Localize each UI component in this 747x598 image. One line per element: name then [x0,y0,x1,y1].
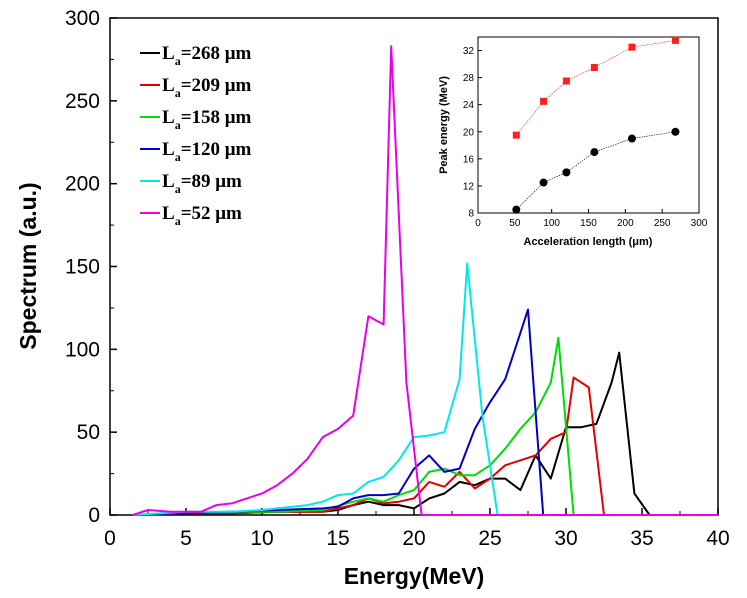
inset-y-tick-label: 12 [463,181,475,192]
inset-series [512,36,680,214]
inset-circle-point [627,134,636,143]
x-tick-label: 35 [630,527,653,550]
y-tick-label: 50 [77,421,100,444]
inset-y-tick-label: 16 [463,154,475,165]
x-tick-label: 20 [402,527,425,550]
inset-series-line-1 [516,131,676,210]
inset-y-tick-label: 28 [463,73,475,84]
series-line-0 [132,351,718,516]
y-axis-title: Spectrum (a.u.) [15,182,41,349]
inset-y-tick-label: 24 [463,100,475,111]
inset-series-line-0 [516,40,676,136]
inset-x-tick-label: 300 [691,218,708,229]
inset-circle-point [671,127,680,136]
inset-circle-point [562,168,571,177]
inset-square-point [562,77,570,85]
inset-square-point [590,63,598,71]
inset-frame [477,36,700,214]
inset-square-point [628,43,636,51]
x-tick-label: 5 [180,527,192,550]
inset-square-point [512,131,520,139]
y-tick-label: 0 [88,504,100,527]
inset-x-axis-title: Acceleration length (μm) [524,236,653,248]
inset-y-tick-label: 8 [468,209,474,220]
x-tick-label: 15 [326,527,349,550]
legend-label-0: La=268 μm [162,43,252,68]
y-tick-label: 200 [65,173,100,196]
legend-label-1: La=209 μm [162,75,252,100]
series-line-2 [132,336,718,516]
series-line-1 [132,376,718,516]
y-tick-label: 300 [65,7,100,30]
x-tick-label: 40 [706,527,729,550]
x-axis-title: Energy(MeV) [344,563,485,589]
main-series [132,45,718,516]
inset-x-tick-label: 200 [617,218,634,229]
inset-x-tick-label: 0 [475,218,481,229]
series-line-4 [132,262,718,516]
inset-y-tick-label: 20 [463,127,475,138]
inset-y-tick-label: 32 [463,46,475,57]
legend-label-2: La=158 μm [162,107,252,132]
inset-x-tick-label: 150 [580,218,597,229]
series-line-3 [132,308,718,516]
series-line-5 [132,45,718,516]
legend-label-5: La=52 μm [162,203,242,228]
x-tick-label: 0 [104,527,116,550]
legend-label-3: La=120 μm [162,139,252,164]
x-tick-label: 30 [554,527,577,550]
inset-ticks: 0 50 100 150 200 250 300 8 12 16 20 24 28 32 [463,46,708,229]
inset-circle-point [539,178,548,187]
inset-x-tick-label: 50 [509,218,521,229]
legend-label-4: La=89 μm [162,171,242,196]
inset-x-tick-label: 250 [654,218,671,229]
inset-square-point [540,97,548,105]
y-tick-label: 250 [65,90,100,113]
inset-y-axis-title: Peak energy (MeV) [438,76,450,174]
x-tick-label: 10 [250,527,273,550]
y-tick-label: 100 [65,338,100,361]
inset-circle-point [590,148,599,157]
inset-x-tick-label: 100 [543,218,560,229]
legend: La=268 μm La=209 μm La=158 μm La=120 μm La=8… [140,43,252,228]
inset-circle-point [512,205,521,214]
x-tick-label: 25 [478,527,501,550]
y-tick-label: 150 [65,256,100,279]
inset-square-point [671,36,679,44]
